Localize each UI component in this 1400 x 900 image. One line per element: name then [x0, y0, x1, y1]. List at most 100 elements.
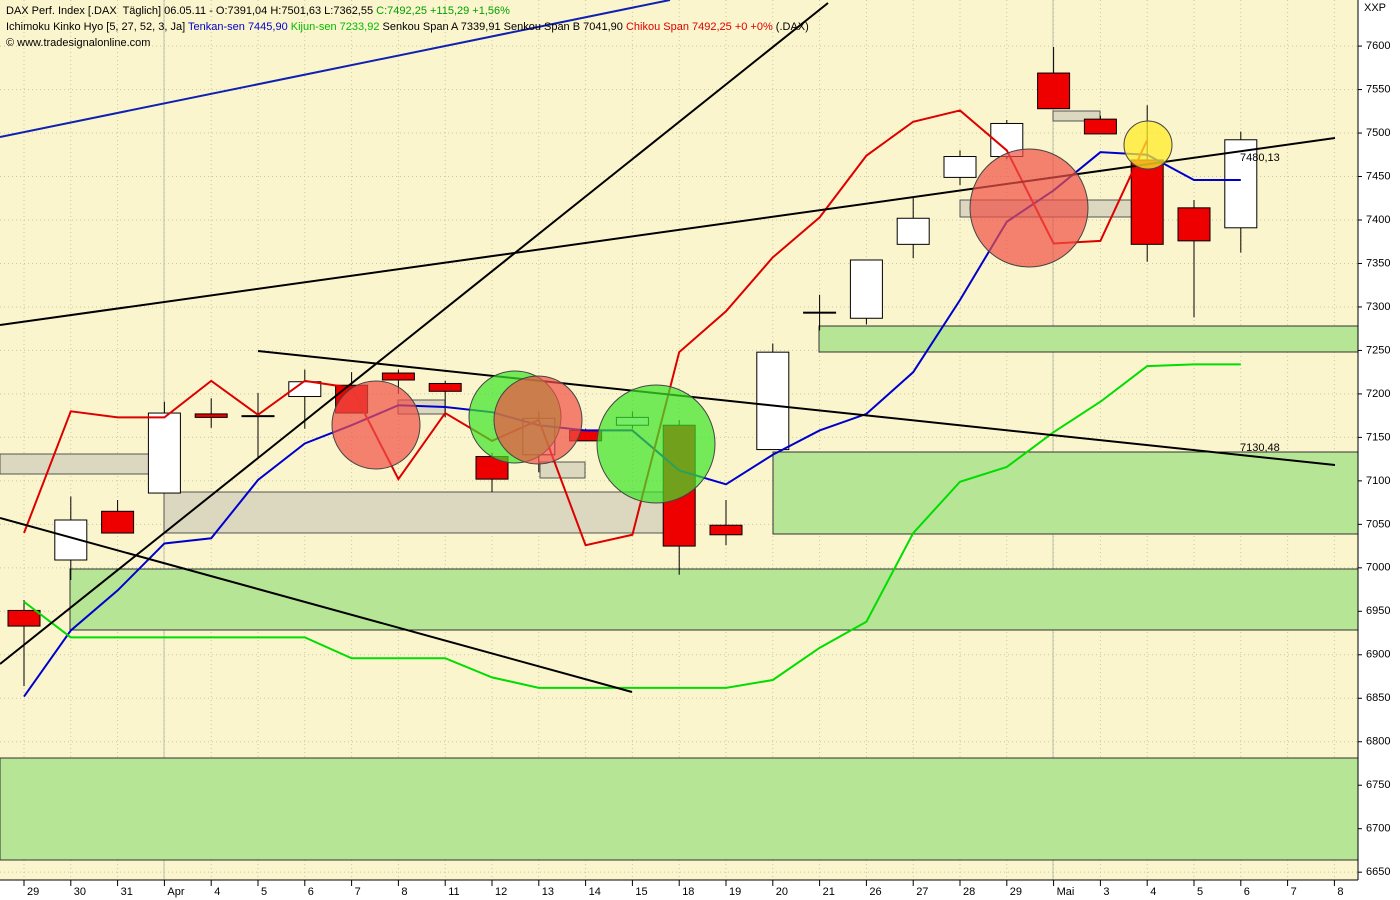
- header-text: (.DAX): [775, 21, 809, 33]
- axes: 6650 6700 6750 6800 6850 6900 6950 7000 7050 7100…: [23, 40, 1390, 898]
- gap-box: [539, 461, 586, 479]
- highlight-circle: [969, 148, 1089, 268]
- candle-body: [1083, 118, 1117, 135]
- highlight-circle: [493, 375, 583, 465]
- candle-body: [896, 217, 930, 245]
- x-tick-label: 5: [1197, 886, 1203, 898]
- y-tick-label: 7350: [1366, 257, 1390, 269]
- support-zone: [818, 325, 1359, 353]
- trend-lines: [0, 0, 1336, 693]
- x-tick-label: 15: [635, 886, 647, 898]
- y-tick-label: 6850: [1366, 692, 1390, 704]
- x-tick-label: 8: [1337, 886, 1343, 898]
- y-tick-label: 7400: [1366, 214, 1390, 226]
- candle-body: [803, 311, 837, 314]
- x-tick-label: 13: [542, 886, 554, 898]
- candle-body: [7, 609, 41, 627]
- y-tick-label: 6900: [1366, 649, 1390, 661]
- header-change: C:7492,25 +115,29 +1,56%: [376, 5, 510, 17]
- trend-line: [0, 2, 829, 665]
- header-text: DAX Perf. Index [.DAX Täglich] 06.05.11 …: [6, 5, 374, 17]
- candle-body: [943, 156, 977, 178]
- y-tick-label: 6950: [1366, 605, 1390, 617]
- candle-body: [1037, 72, 1071, 110]
- x-tick-label: 4: [1150, 886, 1156, 898]
- highlight-circle: [1123, 120, 1173, 170]
- x-tick-label: 27: [916, 886, 928, 898]
- x-tick-label: 18: [682, 886, 694, 898]
- trend-line: [257, 350, 1336, 466]
- header-line: Ichimoku Kinko Hyo [5, 27, 52, 3, Ja] Te…: [6, 19, 809, 35]
- y-tick-label: 7050: [1366, 518, 1390, 530]
- x-tick-label: 7: [355, 886, 361, 898]
- y-tick-label: 6650: [1366, 866, 1390, 878]
- header-line: © www.tradesignalonline.com: [6, 35, 809, 51]
- x-tick-label: 11: [448, 886, 459, 898]
- trend-line: [0, 517, 633, 693]
- x-tick-label: 6: [1244, 886, 1250, 898]
- y-tick-label: 7550: [1366, 83, 1390, 95]
- y-tick-label: 7600: [1366, 40, 1390, 52]
- corner-label: XXP: [1364, 2, 1386, 14]
- candle-body: [194, 413, 228, 418]
- candle-body: [849, 259, 883, 319]
- candle-body: [101, 510, 135, 534]
- header: DAX Perf. Index [.DAX Täglich] 06.05.11 …: [6, 3, 809, 51]
- trend-line: [0, 0, 671, 138]
- candle-body: [709, 524, 743, 536]
- highlights: [331, 120, 1173, 504]
- support-zone: [0, 757, 1359, 861]
- support-zone: [772, 451, 1359, 535]
- y-tick-label: 7500: [1366, 127, 1390, 139]
- x-tick-label: 26: [869, 886, 881, 898]
- header-text: Ichimoku Kinko Hyo [5, 27, 52, 3, Ja]: [6, 21, 186, 33]
- indicator-line: [23, 363, 1241, 689]
- x-tick-label: 4: [214, 886, 220, 898]
- x-tick-label: 28: [963, 886, 975, 898]
- annotation: 7480,13: [1240, 152, 1280, 164]
- x-tick-label: 21: [823, 886, 835, 898]
- y-tick-label: 7000: [1366, 562, 1390, 574]
- candle-body: [147, 412, 181, 494]
- x-tick-label: Apr: [167, 886, 184, 898]
- x-tick-label: 3: [1103, 886, 1109, 898]
- gap-box: [163, 491, 681, 534]
- x-tick-label: 12: [495, 886, 507, 898]
- x-tick-label: 8: [401, 886, 407, 898]
- y-tick-label: 7100: [1366, 475, 1390, 487]
- header-text: Senkou Span A 7339,91 Senkou Span B 7041…: [382, 21, 623, 33]
- zones: [0, 325, 1359, 861]
- x-tick-label: 6: [308, 886, 314, 898]
- highlight-circle: [596, 384, 716, 504]
- legend-entry: Chikou Span 7492,25 +0 +0%: [625, 21, 773, 33]
- x-tick-label: 14: [589, 886, 601, 898]
- y-tick-label: 6700: [1366, 823, 1390, 835]
- y-tick-label: 7300: [1366, 301, 1390, 313]
- y-tick-label: 7150: [1366, 431, 1390, 443]
- y-tick-label: 7250: [1366, 344, 1390, 356]
- candle-body: [428, 382, 462, 392]
- x-tick-label: 30: [74, 886, 86, 898]
- x-tick-label: 31: [121, 886, 133, 898]
- y-tick-label: 7450: [1366, 170, 1390, 182]
- y-tick-label: 6750: [1366, 779, 1390, 791]
- x-tick-label: 20: [776, 886, 788, 898]
- x-tick-label: 19: [729, 886, 741, 898]
- x-tick-label: Mai: [1057, 886, 1075, 898]
- candle-body: [1224, 139, 1258, 229]
- highlight-circle: [331, 380, 421, 470]
- x-tick-label: 29: [27, 886, 39, 898]
- legend-entry: Kijun-sen 7233,92: [290, 21, 380, 33]
- legend-entry: Tenkan-sen 7445,90: [188, 21, 288, 33]
- indicator-line: [23, 109, 1149, 547]
- header-text: © www.tradesignalonline.com: [6, 37, 151, 49]
- y-tick-label: 6800: [1366, 736, 1390, 748]
- x-tick-label: 29: [1010, 886, 1022, 898]
- header-line: DAX Perf. Index [.DAX Täglich] 06.05.11 …: [6, 3, 809, 19]
- gap-box: [0, 453, 165, 475]
- support-zone: [69, 568, 1359, 631]
- candle-body: [381, 372, 415, 381]
- candle-body: [756, 351, 790, 451]
